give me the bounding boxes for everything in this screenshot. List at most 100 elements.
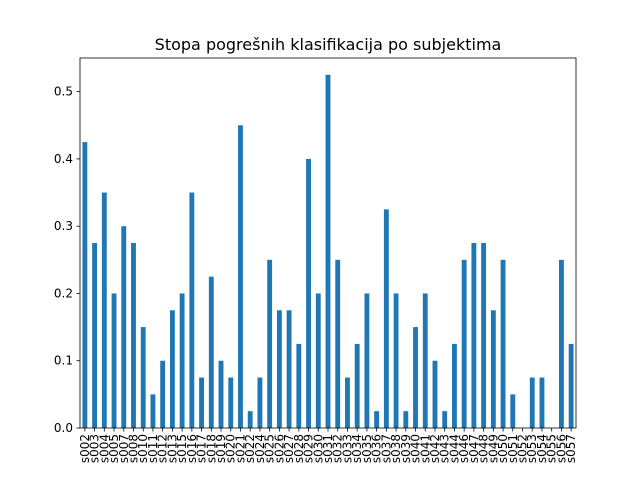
x-tick-label-s047: s047 — [467, 434, 481, 463]
bar-s003 — [92, 243, 98, 428]
bar-s002 — [82, 142, 88, 428]
bar-s024 — [257, 377, 263, 428]
bar-s022 — [247, 411, 253, 428]
x-tick-label-s046: s046 — [457, 434, 471, 463]
x-tick-label-s033: s033 — [340, 434, 354, 463]
x-tick-label-s027: s027 — [282, 434, 296, 463]
bar-s021 — [238, 125, 243, 428]
x-tick-label-s040: s040 — [409, 434, 423, 463]
x-tick-label-s029: s029 — [302, 434, 316, 463]
x-tick-label-s019: s019 — [214, 434, 228, 463]
x-tick-label-s015: s015 — [175, 434, 189, 463]
x-tick-label-s036: s036 — [370, 434, 384, 463]
bar-s017 — [199, 377, 204, 428]
x-tick-label-s031: s031 — [321, 434, 335, 463]
x-tick-label-s011: s011 — [146, 434, 160, 463]
bar-s037 — [383, 209, 389, 428]
x-tick-label-s022: s022 — [243, 434, 257, 463]
bar-s010 — [140, 327, 146, 428]
x-tick-label-s037: s037 — [379, 434, 393, 463]
bar-s048 — [481, 243, 487, 428]
bar-s038 — [393, 293, 399, 428]
x-tick-label-s012: s012 — [156, 434, 170, 463]
x-tick-label-s044: s044 — [447, 434, 461, 463]
bar-s015 — [179, 293, 185, 428]
bar-s036 — [374, 411, 380, 428]
bar-s029 — [306, 158, 311, 428]
x-tick-label-s020: s020 — [224, 434, 238, 463]
chart-title: Stopa pogrešnih klasifikacija po subjekt… — [155, 35, 502, 54]
bar-s020 — [228, 377, 234, 428]
x-tick-label-s049: s049 — [486, 434, 500, 463]
x-tick-label-s002: s002 — [78, 434, 92, 463]
bar-s026 — [276, 310, 282, 428]
x-tick-label-s053: s053 — [525, 434, 539, 463]
x-tick-label-s028: s028 — [292, 434, 306, 463]
bar-s057 — [568, 343, 574, 428]
x-tick-label-s026: s026 — [272, 434, 286, 463]
bar-s054 — [539, 377, 545, 428]
bar-s027 — [286, 310, 292, 428]
bar-s033 — [345, 377, 350, 428]
bar-s046 — [461, 259, 467, 428]
y-tick-label-0.4: 0.4 — [54, 152, 73, 166]
x-axis: s002s003s004s005s007s008s010s011s012s013… — [78, 428, 578, 463]
bar-s012 — [160, 360, 166, 428]
x-tick-label-s039: s039 — [399, 434, 413, 463]
x-tick-label-s057: s057 — [564, 434, 578, 463]
x-tick-label-s056: s056 — [554, 434, 568, 463]
bar-s056 — [558, 259, 564, 428]
bar-s053 — [529, 377, 535, 428]
x-tick-label-s030: s030 — [311, 434, 325, 463]
x-tick-label-s052: s052 — [516, 434, 530, 463]
y-tick-label-0.2: 0.2 — [54, 286, 73, 300]
x-tick-label-s038: s038 — [389, 434, 403, 463]
x-tick-label-s017: s017 — [195, 434, 209, 463]
x-tick-label-s005: s005 — [107, 434, 121, 463]
x-tick-label-s054: s054 — [535, 434, 549, 463]
bar-s030 — [315, 293, 321, 428]
y-tick-label-0.1: 0.1 — [54, 354, 73, 368]
bar-s042 — [432, 360, 438, 428]
bar-s049 — [490, 310, 496, 428]
x-tick-label-s041: s041 — [418, 434, 432, 463]
bar-s016 — [189, 192, 195, 428]
bar-s041 — [422, 293, 428, 428]
bar-s028 — [296, 343, 302, 428]
y-tick-label-0.3: 0.3 — [54, 219, 73, 233]
x-tick-label-s003: s003 — [88, 434, 102, 463]
bars-group — [82, 74, 574, 429]
x-tick-label-s018: s018 — [204, 434, 218, 463]
bar-s031 — [325, 74, 331, 429]
bar-s019 — [218, 360, 224, 428]
x-tick-label-s035: s035 — [360, 434, 374, 463]
bar-s034 — [354, 343, 360, 428]
y-axis: 0.0 0.1 0.2 0.3 0.4 0.5 — [54, 85, 80, 435]
y-tick-label-0.0: 0.0 — [54, 421, 73, 435]
bar-s013 — [169, 310, 175, 428]
bar-s004 — [101, 192, 107, 428]
x-tick-label-s042: s042 — [428, 434, 442, 463]
x-tick-label-s004: s004 — [97, 434, 111, 463]
x-tick-label-s034: s034 — [350, 434, 364, 463]
bar-s035 — [364, 293, 370, 428]
x-tick-label-s013: s013 — [165, 434, 179, 463]
bar-s011 — [150, 394, 156, 428]
bar-s040 — [413, 327, 418, 428]
x-tick-label-s024: s024 — [253, 434, 267, 463]
x-tick-label-s051: s051 — [506, 434, 520, 463]
bar-s008 — [131, 243, 136, 428]
x-tick-label-s055: s055 — [545, 434, 559, 463]
x-tick-label-s050: s050 — [496, 434, 510, 463]
x-tick-label-s025: s025 — [263, 434, 277, 463]
bar-s051 — [510, 394, 516, 428]
bar-s050 — [500, 259, 506, 428]
bar-s025 — [267, 259, 273, 428]
x-tick-label-s016: s016 — [185, 434, 199, 463]
x-tick-label-s043: s043 — [438, 434, 452, 463]
x-tick-label-s048: s048 — [477, 434, 491, 463]
x-tick-label-s008: s008 — [126, 434, 140, 463]
x-tick-label-s010: s010 — [136, 434, 150, 463]
